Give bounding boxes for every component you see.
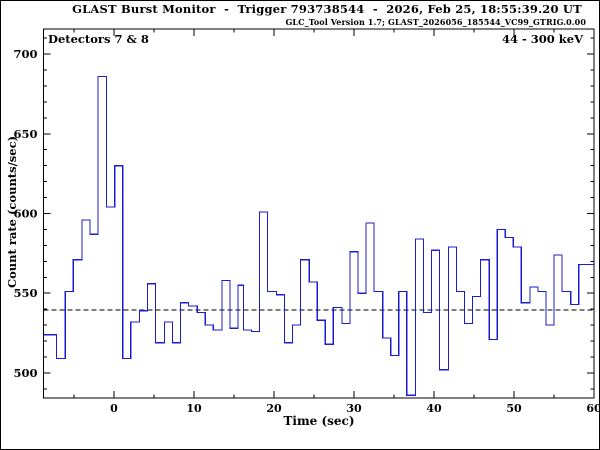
y-axis-tick-label: 600	[13, 207, 37, 221]
detectors-annotation: Detectors 7 & 8	[48, 32, 149, 46]
y-axis-tick-label: 700	[13, 47, 37, 61]
y-axis-tick-label: 550	[13, 286, 37, 300]
tool-version-caption: GLC_Tool Version 1.7; GLAST_2026056_1855…	[285, 17, 586, 27]
x-axis-label: Time (sec)	[283, 414, 355, 428]
y-axis-tick-label: 500	[13, 366, 37, 380]
y-axis-label: Count rate (counts/sec)	[5, 135, 19, 289]
x-axis-tick-label: 50	[506, 402, 522, 415]
count-rate-step-line	[43, 75, 594, 396]
x-axis-tick-label: 40	[426, 402, 442, 415]
x-axis-tick-label: 0	[110, 402, 118, 415]
y-axis-tick-label: 650	[13, 127, 37, 141]
page-title: GLAST Burst Monitor - Trigger 793738544 …	[72, 2, 582, 16]
x-axis-tick-label: 30	[346, 402, 362, 415]
energy-range-annotation: 44 - 300 keV	[502, 32, 583, 46]
x-axis-tick-label: 10	[186, 402, 202, 415]
plot-frame	[43, 28, 595, 399]
x-axis-tick-label: 60	[586, 402, 600, 415]
x-axis-tick-label: 20	[266, 402, 282, 415]
